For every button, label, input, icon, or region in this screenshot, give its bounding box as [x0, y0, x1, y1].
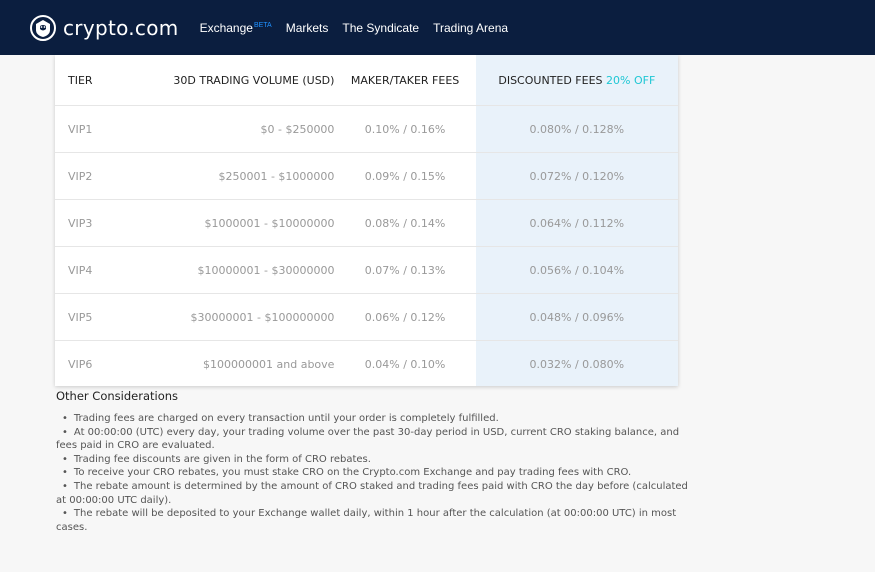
list-item: • At 00:00:00 (UTC) every day, your tradi… [56, 426, 696, 453]
nav-item-markets[interactable]: Markets [285, 20, 329, 35]
discount-badge: 20% OFF [606, 73, 656, 87]
cell-discounted-fees: 0.032% / 0.080% [475, 340, 678, 387]
cell-volume: $1000001 - $10000000 [144, 199, 335, 247]
cell-fees: 0.09% / 0.15% [334, 152, 476, 200]
list-item-text: Trading fees are charged on every transa… [73, 413, 499, 424]
cell-tier: VIP5 [55, 293, 145, 341]
bullet-icon: • [62, 426, 68, 438]
nav-item-the-syndicate[interactable]: The Syndicate [342, 20, 420, 35]
fee-schedule-card: TIER 30D TRADING VOLUME (USD) MAKER/TAKE… [55, 55, 678, 387]
top-navigation-bar: crypto.com ExchangeBETA Markets The Synd… [0, 0, 875, 55]
nav-item-exchange[interactable]: ExchangeBETA [200, 21, 272, 35]
list-item: • Trading fee discounts are given in the … [56, 453, 696, 467]
cell-tier: VIP1 [55, 105, 145, 153]
header-trading-volume: 30D TRADING VOLUME (USD) [173, 73, 335, 87]
cell-tier: VIP2 [55, 152, 145, 200]
table-row: VIP3 $1000001 - $10000000 0.08% / 0.14% … [55, 199, 678, 247]
cell-fees: 0.07% / 0.13% [334, 246, 476, 294]
cell-fees: 0.10% / 0.16% [334, 105, 476, 153]
header-tier: TIER [68, 73, 93, 87]
main-nav: ExchangeBETA Markets The Syndicate Tradi… [200, 21, 522, 35]
cell-discounted-fees: 0.064% / 0.112% [475, 199, 678, 247]
table-row: VIP5 $30000001 - $100000000 0.06% / 0.12… [55, 293, 678, 341]
list-item: • Trading fees are charged on every trans… [56, 412, 696, 426]
table-row: VIP4 $10000001 - $30000000 0.07% / 0.13%… [55, 246, 678, 294]
cell-discounted-fees: 0.072% / 0.120% [475, 152, 678, 200]
fee-schedule-table: TIER 30D TRADING VOLUME (USD) MAKER/TAKE… [55, 55, 678, 387]
bullet-icon: • [62, 453, 68, 465]
header-maker-taker-fees: MAKER/TAKER FEES [350, 73, 460, 87]
brand-logo[interactable]: crypto.com [30, 14, 179, 41]
list-item-text: At 00:00:00 (UTC) every day, your tradin… [56, 426, 680, 452]
table-row: VIP6 $100000001 and above 0.04% / 0.10% … [55, 340, 678, 387]
header-discounted-fees: DISCOUNTED FEES 20% OFF [476, 55, 678, 106]
list-item: • The rebate amount is determined by the … [56, 480, 696, 507]
list-item-text: The rebate will be deposited to your Exc… [56, 508, 677, 533]
other-considerations-list: • Trading fees are charged on every trans… [56, 412, 696, 534]
cell-tier: VIP3 [55, 199, 145, 247]
list-item: • To receive your CRO rebates, you must s… [56, 466, 696, 480]
cell-tier: VIP4 [55, 246, 145, 294]
nav-item-trading-arena[interactable]: Trading Arena [433, 20, 509, 35]
cell-volume: $250001 - $1000000 [144, 152, 335, 200]
nav-item-label: Exchange [199, 20, 253, 35]
beta-badge: BETA [253, 21, 272, 29]
cell-discounted-fees: 0.080% / 0.128% [475, 105, 678, 153]
list-item-text: The rebate amount is determined by the a… [56, 480, 688, 506]
cell-volume: $100000001 and above [144, 340, 335, 387]
list-item-text: Trading fee discounts are given in the f… [73, 453, 371, 465]
cell-fees: 0.08% / 0.14% [334, 199, 476, 247]
cell-discounted-fees: 0.048% / 0.096% [475, 293, 678, 341]
cell-fees: 0.04% / 0.10% [334, 340, 476, 387]
cell-volume: $30000001 - $100000000 [144, 293, 335, 341]
discounted-fees-label: DISCOUNTED FEES [498, 73, 603, 87]
cell-volume: $0 - $250000 [144, 105, 335, 153]
cell-volume: $10000001 - $30000000 [144, 246, 335, 294]
table-header-row: TIER 30D TRADING VOLUME (USD) MAKER/TAKE… [55, 55, 678, 106]
table-row: VIP2 $250001 - $1000000 0.09% / 0.15% 0.… [55, 152, 678, 200]
bullet-icon: • [62, 413, 68, 424]
list-item-text: To receive your CRO rebates, you must st… [73, 467, 632, 479]
bullet-icon: • [62, 480, 68, 492]
cell-discounted-fees: 0.056% / 0.104% [475, 246, 678, 294]
crypto-com-lion-shield-icon [30, 14, 56, 41]
other-considerations-title: Other Considerations [56, 389, 179, 403]
bullet-icon: • [62, 467, 68, 479]
list-item: • The rebate will be deposited to your Ex… [56, 507, 696, 534]
table-row: VIP1 $0 - $250000 0.10% / 0.16% 0.080% /… [55, 105, 678, 153]
cell-fees: 0.06% / 0.12% [334, 293, 476, 341]
brand-name: crypto.com [63, 15, 179, 40]
bullet-icon: • [62, 508, 68, 520]
cell-tier: VIP6 [55, 340, 145, 387]
